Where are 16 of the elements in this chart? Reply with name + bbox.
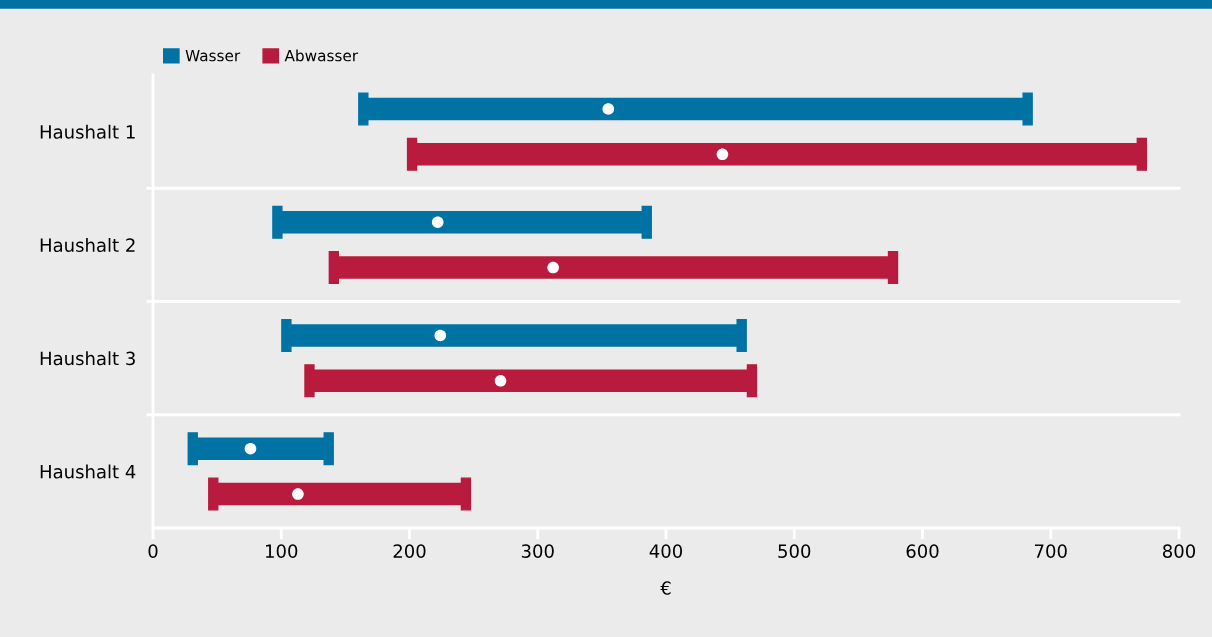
x-tick-label: 400 — [649, 544, 683, 558]
x-tick-label: 300 — [521, 544, 554, 558]
x-tick-label: 700 — [1035, 544, 1067, 558]
y-tick-label: Haushalt 2 — [40, 238, 135, 252]
x-tick-label: 600 — [906, 544, 939, 558]
y-tick-label: Haushalt 4 — [40, 464, 136, 479]
y-tick-label: Haushalt 1 — [40, 124, 135, 139]
x-tick-label: 0 — [148, 544, 158, 558]
x-tick-label: 500 — [778, 544, 811, 558]
y-tick-label: Haushalt 3 — [40, 351, 135, 366]
x-tick-label: 200 — [393, 544, 426, 558]
x-tick-label: 100 — [266, 544, 298, 558]
legend-label: Wasser — [185, 49, 241, 62]
x-tick-label: 800 — [1162, 544, 1196, 558]
x-axis-title: € — [660, 581, 671, 595]
legend-label: Abwasser — [284, 49, 359, 62]
